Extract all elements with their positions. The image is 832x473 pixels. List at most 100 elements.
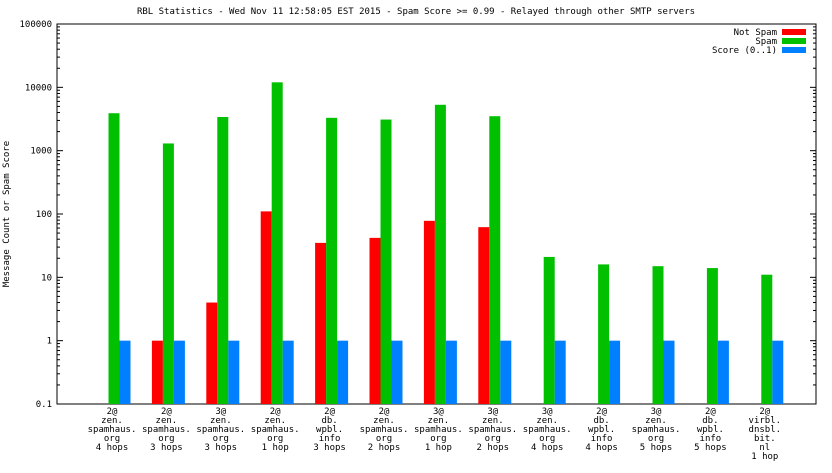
x-category-label-line: info <box>319 434 341 444</box>
x-category-label-line: nl <box>759 443 770 453</box>
bar-spam <box>271 82 283 405</box>
x-category-label-line: 4 hops <box>531 443 564 453</box>
x-category-label-line: 5 hops <box>694 443 727 453</box>
bar-not-spam <box>151 340 163 404</box>
chart-title: RBL Statistics - Wed Nov 11 12:58:05 EST… <box>137 7 695 17</box>
y-tick-label: 10 <box>41 273 52 283</box>
bar-not-spam <box>369 237 381 404</box>
legend-swatch-spam <box>782 38 806 44</box>
x-category-label: 2@ db. wpbl. info 5 hops <box>694 407 727 453</box>
x-category-label: 2@ virbl. dnsbl. bit. nl 1 hop <box>749 407 782 462</box>
y-tick-label: 100 <box>36 210 52 220</box>
bar-score <box>445 340 457 404</box>
x-category-label-line: spamhaus. <box>360 425 409 435</box>
x-category-label-line: org <box>485 434 501 444</box>
x-category-label-line: virbl. <box>749 416 782 426</box>
x-category-label-line: zen. <box>210 416 232 426</box>
x-category-label-line: 1 hop <box>751 452 778 462</box>
x-category-label: 3@ zen. spamhaus. org 2 hops <box>468 407 517 453</box>
bar-score <box>554 340 566 404</box>
bar-score <box>609 340 621 404</box>
x-category-label-line: 4 hops <box>585 443 618 453</box>
x-category-label-line: org <box>158 434 174 444</box>
x-category-label-line: 2@ <box>759 407 770 417</box>
x-category-label-line: 3 hops <box>313 443 346 453</box>
x-category-label-line: 3@ <box>487 407 498 417</box>
x-category-label-line: 2@ <box>107 407 118 417</box>
y-tick-label: 1 <box>47 337 52 347</box>
x-category-label: 3@ zen. spamhaus. org 5 hops <box>632 407 681 453</box>
bar-spam <box>652 266 664 404</box>
x-category-label-line: wpbl. <box>697 425 724 435</box>
x-category-label-line: zen. <box>428 416 450 426</box>
x-category-label-line: 1 hop <box>425 443 452 453</box>
y-tick-label: 1000 <box>30 147 52 157</box>
x-category-label-line: org <box>267 434 283 444</box>
x-category-label-line: org <box>430 434 446 444</box>
x-category-label-line: bit. <box>754 434 776 444</box>
x-category-label-line: zen. <box>156 416 178 426</box>
x-category-label-line: wpbl. <box>316 425 343 435</box>
x-category-label-line: 5 hops <box>640 443 673 453</box>
bar-score <box>119 340 131 404</box>
legend-label-spam: Spam <box>755 37 777 47</box>
legend-label-not-spam: Not Spam <box>734 28 777 38</box>
x-category-label-line: zen. <box>264 416 286 426</box>
legend-label-score: Score (0..1) <box>712 46 777 56</box>
x-category-label-line: 2 hops <box>368 443 401 453</box>
x-category-label-line: wpbl. <box>588 425 615 435</box>
bar-score <box>500 340 512 404</box>
x-category-label: 2@ db. wpbl. info 3 hops <box>313 407 346 453</box>
y-axis-ticks: 0.1 1 10 100 1000 10000 100000 <box>19 20 816 410</box>
x-category-label-line: org <box>104 434 120 444</box>
x-category-label-line: 2@ <box>161 407 172 417</box>
x-category-label-line: 2 hops <box>477 443 510 453</box>
x-category-label-line: 1 hop <box>262 443 289 453</box>
bar-score <box>391 340 403 404</box>
y-tick-label: 10000 <box>25 83 52 93</box>
bar-not-spam <box>206 302 218 404</box>
x-category-label-line: db. <box>321 416 337 426</box>
x-category-label-line: zen. <box>373 416 395 426</box>
x-category-label: 2@ zen. spamhaus. org 4 hops <box>88 407 137 453</box>
x-category-label-line: 3 hops <box>150 443 183 453</box>
x-category-label: 2@ zen. spamhaus. org 1 hop <box>251 407 300 453</box>
x-category-label: 2@ zen. spamhaus. org 2 hops <box>360 407 409 453</box>
bar-spam <box>380 119 392 405</box>
bar-spam <box>217 117 229 404</box>
bar-spam <box>326 117 338 404</box>
x-category-label-line: 2@ <box>705 407 716 417</box>
x-category-label-line: 3@ <box>215 407 226 417</box>
x-category-label-line: org <box>648 434 664 444</box>
bar-spam <box>543 256 555 404</box>
bar-spam <box>598 264 610 404</box>
x-category-label-line: spamhaus. <box>251 425 300 435</box>
x-category-label-line: db. <box>702 416 718 426</box>
bar-spam <box>761 274 773 404</box>
x-category-label: 3@ zen. spamhaus. org 1 hop <box>414 407 463 453</box>
bars <box>108 82 784 405</box>
x-category-label-line: info <box>700 434 722 444</box>
bar-not-spam <box>478 227 490 404</box>
x-category-label-line: org <box>376 434 392 444</box>
x-category-label-line: spamhaus. <box>88 425 137 435</box>
x-category-label-line: 3@ <box>433 407 444 417</box>
x-category-label-line: zen. <box>645 416 667 426</box>
bar-spam <box>489 116 501 405</box>
x-category-label-line: dnsbl. <box>749 425 782 435</box>
x-category-label-line: zen. <box>482 416 504 426</box>
x-category-label-line: zen. <box>536 416 558 426</box>
y-tick-label: 100000 <box>19 20 52 30</box>
x-category-label-line: org <box>213 434 229 444</box>
x-category-label-line: spamhaus. <box>414 425 463 435</box>
bar-not-spam <box>423 220 435 404</box>
y-axis-label: Message Count or Spam Score <box>2 141 12 287</box>
x-category-label-line: db. <box>593 416 609 426</box>
legend-swatch-score <box>782 47 806 53</box>
bar-score <box>228 340 240 404</box>
bar-score <box>337 340 349 404</box>
